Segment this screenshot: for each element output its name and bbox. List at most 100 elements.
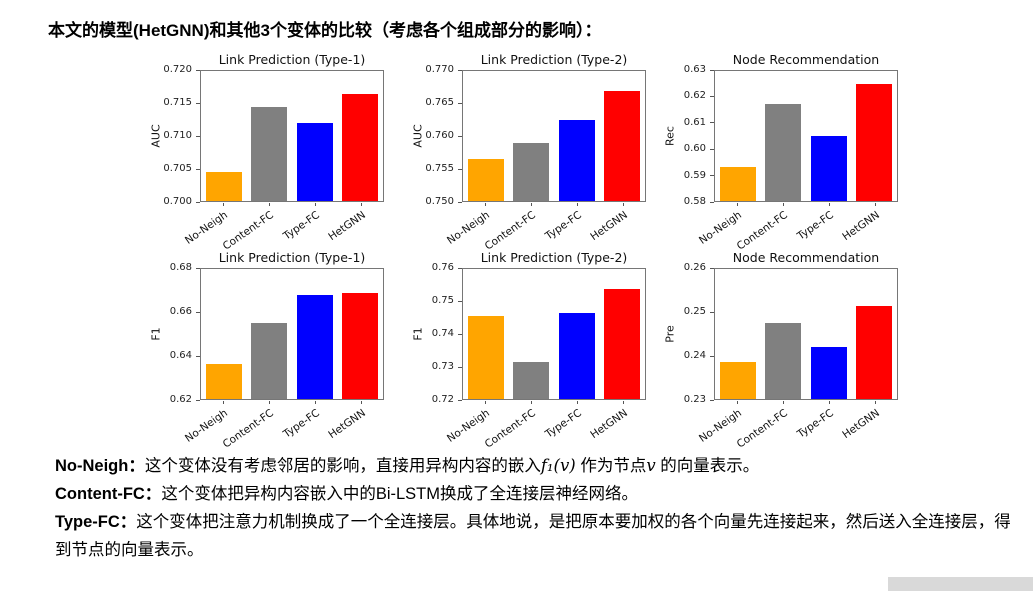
y-tick-mark bbox=[196, 355, 200, 357]
x-tick-label: HetGNN bbox=[588, 209, 630, 244]
x-tick-mark bbox=[829, 401, 830, 404]
note-label: Content-FC： bbox=[55, 485, 162, 504]
y-tick-label: 0.710 bbox=[163, 130, 192, 141]
y-tick-mark bbox=[710, 399, 714, 401]
x-tick-label: Content-FC bbox=[734, 209, 790, 253]
note-text: 的向量表示。 bbox=[655, 457, 760, 475]
y-tick-label: 0.63 bbox=[683, 64, 706, 75]
bar-hetgnn bbox=[604, 90, 641, 201]
chart-node-recommendation-rec: Node Recommendation Rec 0.58 0.59 0.60 0.61… bbox=[660, 50, 913, 253]
y-tick-label: 0.24 bbox=[683, 350, 706, 362]
y-tick-label: 0.26 bbox=[683, 262, 706, 273]
bar-no-neigh bbox=[205, 171, 242, 201]
y-tick-mark bbox=[458, 399, 462, 401]
bar-content-fc bbox=[251, 323, 288, 399]
y-tick-mark bbox=[458, 135, 462, 137]
bar-content-fc bbox=[765, 103, 802, 201]
x-tick-mark bbox=[485, 401, 486, 404]
plot-area bbox=[462, 268, 646, 400]
x-tick-mark bbox=[269, 401, 270, 404]
y-tick-label: 0.23 bbox=[683, 394, 706, 405]
chart-title: Link Prediction (Type-2) bbox=[480, 250, 628, 265]
y-tick-mark bbox=[710, 95, 714, 97]
x-tick-label: HetGNN bbox=[326, 209, 368, 244]
x-tick-mark bbox=[875, 401, 876, 404]
y-tick-mark bbox=[458, 366, 462, 368]
bar-type-fc bbox=[558, 312, 595, 399]
note-text: 这个变体把注意力机制换成了一个全连接层。具体地说，是把原本要加权的各个向量先连接… bbox=[55, 513, 1011, 559]
x-tick-label: Type-FC bbox=[795, 209, 836, 243]
y-tick-mark bbox=[196, 135, 200, 137]
x-tick-mark bbox=[577, 401, 578, 404]
x-tick-mark bbox=[875, 203, 876, 206]
y-tick-mark bbox=[710, 122, 714, 124]
y-tick-label: 0.60 bbox=[683, 143, 706, 155]
y-tick-label: 0.64 bbox=[169, 350, 192, 362]
x-tick-label: Type-FC bbox=[795, 407, 836, 441]
y-tick-mark bbox=[710, 201, 714, 203]
x-tick-label: Content-FC bbox=[482, 407, 538, 451]
x-tick-mark bbox=[623, 401, 624, 404]
chart-title: Node Recommendation bbox=[732, 52, 880, 67]
y-tick-label: 0.66 bbox=[169, 306, 192, 317]
bar-hetgnn bbox=[342, 93, 379, 201]
y-tick-mark bbox=[458, 102, 462, 104]
y-tick-mark bbox=[710, 311, 714, 313]
bar-no-neigh bbox=[205, 364, 242, 399]
x-axis-labels: No-Neigh Content-FC Type-FC HetGNN bbox=[445, 203, 646, 253]
bar-no-neigh bbox=[467, 158, 504, 201]
x-tick-label: HetGNN bbox=[326, 407, 368, 442]
y-tick-label: 0.705 bbox=[163, 163, 192, 174]
x-tick-mark bbox=[315, 203, 316, 206]
y-tick-label: 0.770 bbox=[425, 64, 454, 75]
y-axis-ticks: 0.750 0.755 0.760 0.765 0.770 bbox=[408, 64, 462, 207]
bar-no-neigh bbox=[719, 362, 756, 399]
math-v: v bbox=[646, 456, 656, 475]
bar-content-fc bbox=[765, 323, 802, 399]
y-tick-mark bbox=[710, 175, 714, 177]
y-tick-label: 0.765 bbox=[425, 97, 454, 108]
y-axis-ticks: 0.23 0.24 0.25 0.26 bbox=[660, 262, 714, 405]
y-tick-mark bbox=[710, 355, 714, 357]
chart-link-prediction-type2-auc: Link Prediction (Type-2) AUC 0.750 0.755 0… bbox=[408, 50, 661, 253]
bar-type-fc bbox=[558, 119, 595, 201]
bar-hetgnn bbox=[604, 288, 641, 399]
x-tick-mark bbox=[623, 203, 624, 206]
bottom-gray-strip bbox=[888, 577, 1033, 591]
y-tick-label: 0.61 bbox=[683, 116, 706, 128]
x-tick-label: HetGNN bbox=[588, 407, 630, 442]
note-no-neigh: No-Neigh：这个变体没有考虑邻居的影响，直接用异构内容的嵌入f₁(v) 作… bbox=[55, 452, 1013, 480]
x-tick-label: Type-FC bbox=[281, 209, 322, 243]
x-tick-mark bbox=[737, 401, 738, 404]
x-tick-label: Type-FC bbox=[281, 407, 322, 441]
y-tick-label: 0.73 bbox=[431, 361, 454, 372]
y-tick-mark bbox=[710, 267, 714, 269]
y-tick-mark bbox=[196, 201, 200, 203]
y-tick-label: 0.58 bbox=[683, 196, 706, 207]
y-tick-label: 0.715 bbox=[163, 97, 192, 108]
x-tick-mark bbox=[783, 401, 784, 404]
math-f1v: f₁(v) bbox=[540, 456, 576, 475]
x-axis-labels: No-Neigh Content-FC Type-FC HetGNN bbox=[183, 401, 384, 451]
x-tick-mark bbox=[485, 203, 486, 206]
x-tick-mark bbox=[737, 203, 738, 206]
chart-title: Link Prediction (Type-1) bbox=[218, 52, 366, 67]
y-tick-mark bbox=[458, 69, 462, 71]
chart-link-prediction-type1-f1: Link Prediction (Type-1) F1 0.62 0.64 0.66… bbox=[146, 248, 399, 451]
plot-area bbox=[462, 70, 646, 202]
bar-type-fc bbox=[810, 347, 847, 399]
x-tick-mark bbox=[783, 203, 784, 206]
y-axis-ticks: 0.58 0.59 0.60 0.61 0.62 0.63 bbox=[660, 64, 714, 207]
y-tick-label: 0.62 bbox=[683, 90, 706, 102]
x-tick-label: Type-FC bbox=[543, 407, 584, 441]
y-axis-ticks: 0.72 0.73 0.74 0.75 0.76 bbox=[408, 262, 462, 405]
chart-link-prediction-type2-f1: Link Prediction (Type-2) F1 0.72 0.73 0.74… bbox=[408, 248, 661, 451]
plot-area bbox=[200, 268, 384, 400]
x-tick-label: HetGNN bbox=[840, 209, 882, 244]
x-tick-mark bbox=[269, 203, 270, 206]
bar-hetgnn bbox=[856, 305, 893, 399]
y-tick-mark bbox=[196, 267, 200, 269]
note-label: No-Neigh： bbox=[55, 457, 145, 475]
x-tick-mark bbox=[315, 401, 316, 404]
y-tick-mark bbox=[458, 168, 462, 170]
